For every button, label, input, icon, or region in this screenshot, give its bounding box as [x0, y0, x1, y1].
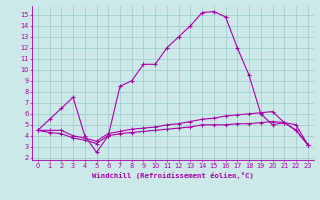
X-axis label: Windchill (Refroidissement éolien,°C): Windchill (Refroidissement éolien,°C): [92, 172, 254, 179]
